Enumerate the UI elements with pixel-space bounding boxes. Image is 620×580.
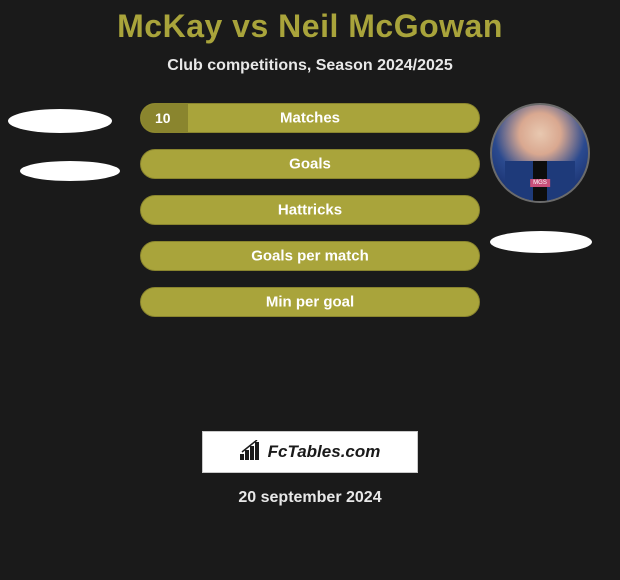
stat-bar-goals: Goals [140, 149, 480, 179]
stat-label: Hattricks [278, 202, 342, 219]
stat-value-left: 10 [155, 110, 171, 126]
player-right-avatar[interactable]: MGS [490, 103, 590, 203]
subtitle: Club competitions, Season 2024/2025 [0, 57, 620, 75]
player-right-column: MGS [490, 103, 610, 281]
content-area: MGS 10 Matches Goals Hattricks Goals per… [0, 103, 620, 423]
player-left-name-placeholder [8, 109, 112, 133]
avatar-sponsor-badge: MGS [530, 179, 550, 187]
comparison-widget: McKay vs Neil McGowan Club competitions,… [0, 0, 620, 507]
player-left-column [8, 103, 128, 209]
stat-label: Min per goal [266, 294, 354, 311]
player-right-team-placeholder [490, 231, 592, 253]
fctables-chart-icon [240, 440, 264, 465]
page-title: McKay vs Neil McGowan [0, 8, 620, 45]
stat-bar-min-per-goal: Min per goal [140, 287, 480, 317]
fctables-logo-text: FcTables.com [268, 442, 381, 462]
stat-bar-hattricks: Hattricks [140, 195, 480, 225]
stat-label: Goals per match [251, 248, 369, 265]
stat-label: Goals [289, 156, 331, 173]
fctables-link[interactable]: FcTables.com [202, 431, 418, 473]
player-left-team-placeholder [20, 161, 120, 181]
stat-bar-matches: 10 Matches [140, 103, 480, 133]
stat-bar-goals-per-match: Goals per match [140, 241, 480, 271]
stat-label: Matches [280, 110, 340, 127]
stat-bars: 10 Matches Goals Hattricks Goals per mat… [140, 103, 480, 333]
date-text: 20 september 2024 [0, 489, 620, 507]
